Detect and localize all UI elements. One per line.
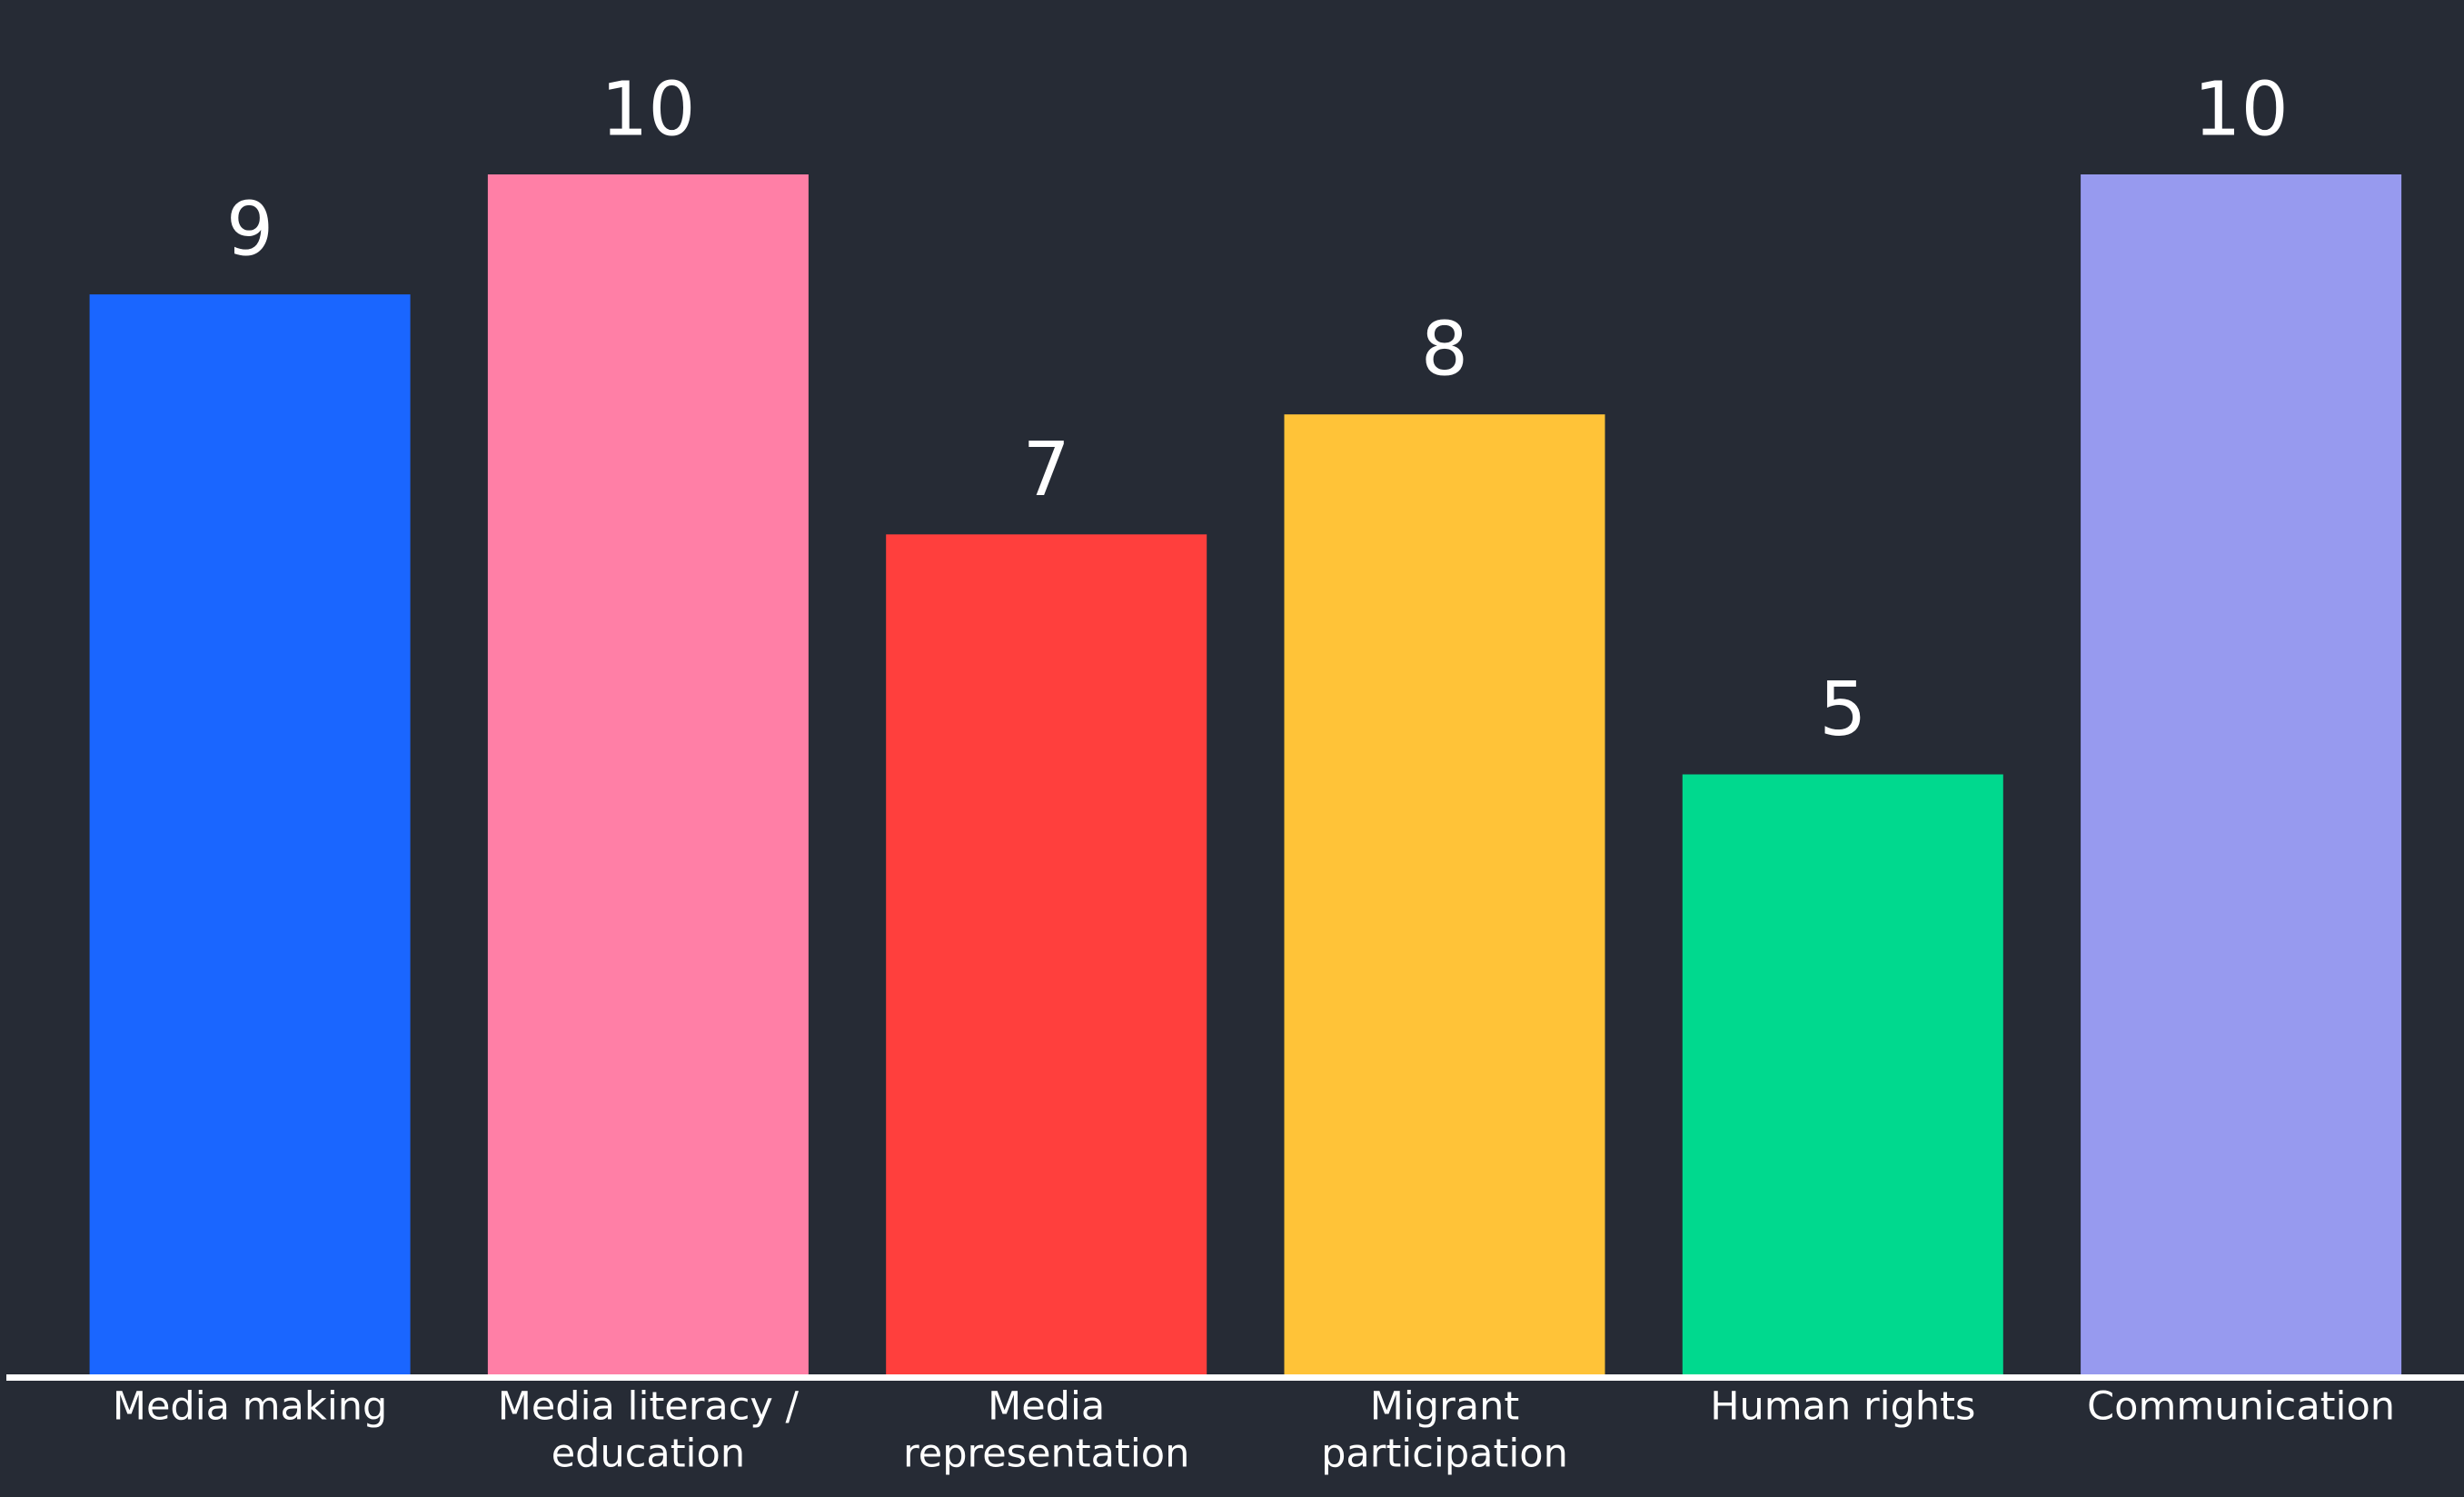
x-tick-label: Media literacy / (498, 1384, 800, 1430)
value-label: 7 (1023, 427, 1070, 513)
bar (886, 534, 1207, 1374)
x-tick-label: education (551, 1432, 745, 1477)
x-tick-label: participation (1321, 1432, 1568, 1477)
bar (487, 174, 809, 1374)
value-label: 8 (1421, 307, 1468, 393)
value-label: 10 (601, 66, 695, 153)
value-label: 10 (2193, 66, 2288, 153)
x-tick-label: Human rights (1710, 1384, 1975, 1430)
x-tick-label: Media (988, 1384, 1105, 1430)
x-axis-line (6, 1374, 2464, 1381)
bar (1682, 774, 2003, 1374)
value-label: 5 (1819, 667, 1866, 753)
x-tick-label: Communication (2087, 1384, 2395, 1430)
x-tick-label: Media making (113, 1384, 387, 1430)
value-label: 9 (226, 187, 273, 273)
bar (89, 294, 411, 1375)
x-tick-label: Migrant (1370, 1384, 1519, 1430)
bar (1284, 414, 1605, 1375)
x-tick-label: representation (903, 1432, 1189, 1477)
bar (2081, 174, 2402, 1374)
